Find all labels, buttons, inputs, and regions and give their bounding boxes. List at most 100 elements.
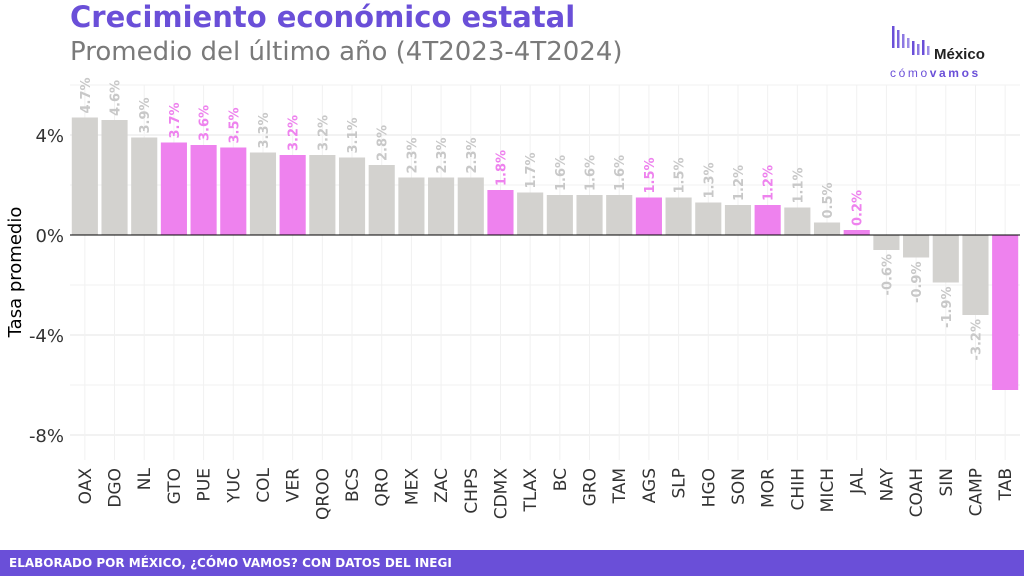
value-label: -3.2% — [969, 319, 984, 360]
value-label: 3.2% — [316, 115, 331, 151]
x-tick-label: BC — [551, 468, 571, 491]
value-label: 1.6% — [584, 155, 599, 191]
bar-gto — [160, 142, 187, 235]
value-label: 2.8% — [376, 125, 391, 161]
value-label: 4.7% — [79, 77, 94, 113]
value-label: 1.2% — [732, 165, 747, 201]
x-tick-label: ZAC — [432, 468, 452, 503]
value-label: -1.9% — [940, 287, 955, 328]
value-label: 3.6% — [198, 105, 213, 141]
x-tick-label: CHIH — [788, 468, 808, 510]
value-label: 1.2% — [762, 165, 777, 201]
y-tick-label: -8% — [29, 426, 64, 447]
bar-labels-group: 4.7% 4.6% 3.9% 3.7% 3.6% 3.5% 3.3% 3.2% 3.2% 3.1%… — [79, 77, 985, 360]
value-label: 1.8% — [494, 150, 509, 186]
bar-ags — [635, 197, 662, 235]
x-tick-label: NL — [135, 467, 155, 490]
bar-son — [724, 205, 752, 235]
logo-tag-bold: vamos — [929, 66, 981, 80]
bar-camp — [962, 235, 989, 315]
value-label: 3.3% — [257, 112, 272, 148]
x-tick-label: DGO — [106, 468, 126, 508]
bar-oax — [71, 117, 98, 235]
footer-bar: ELABORADO POR MÉXICO, ¿CÓMO VAMOS? CON D… — [0, 550, 1024, 576]
value-label: 1.1% — [791, 167, 806, 203]
bar-qro — [368, 165, 395, 235]
x-tick-label: PUE — [195, 468, 215, 501]
bar-gro — [576, 195, 603, 235]
bar-zac — [428, 177, 455, 235]
y-tick-label: 4% — [35, 126, 64, 147]
bar-tlax — [517, 192, 544, 235]
value-label: -0.6% — [880, 254, 895, 295]
bar-bc — [546, 195, 573, 235]
logo-bars-icon — [892, 26, 930, 55]
x-tick-label: GRO — [581, 468, 601, 506]
x-tick-label: COL — [254, 467, 274, 502]
x-tick-label: SIN — [937, 468, 957, 497]
value-label: 3.2% — [287, 115, 302, 151]
bar-coah — [903, 235, 930, 258]
bar-ver — [279, 155, 306, 235]
bar-nay — [873, 235, 900, 250]
bar-tab — [992, 235, 1019, 390]
value-label: 2.3% — [435, 137, 450, 173]
bar-dgo — [101, 120, 128, 235]
x-tick-label: SON — [729, 468, 749, 505]
logo-tag-light: cómo — [890, 66, 930, 80]
x-tick-label: AGS — [640, 468, 660, 503]
bar-jal — [843, 230, 870, 235]
x-tick-label: CDMX — [491, 468, 511, 520]
bar-nl — [131, 137, 158, 235]
value-label: 1.5% — [643, 157, 658, 193]
x-tick-label: QRO — [373, 468, 393, 507]
y-tick-label: 0% — [35, 226, 64, 247]
y-tick-label: -4% — [29, 326, 64, 347]
bar-tam — [606, 195, 633, 235]
x-tick-label: TAB — [996, 468, 1016, 501]
footer-source: ELABORADO POR MÉXICO, ¿CÓMO VAMOS? CON D… — [9, 556, 452, 570]
bar-sin — [932, 235, 959, 283]
brand-logo: México cómovamos — [888, 22, 1008, 84]
x-tick-label: YUC — [224, 468, 244, 504]
chart-subtitle: Promedio del último año (4T2023-4T2024) — [70, 37, 623, 67]
value-label: 2.3% — [465, 137, 480, 173]
x-tick-label: NAY — [877, 467, 897, 501]
bar-chih — [784, 207, 811, 235]
bar-qroo — [309, 155, 336, 235]
value-label: 3.1% — [346, 117, 361, 153]
y-tick-labels: 4% 0% -4% -8% — [29, 126, 64, 447]
value-label: 1.5% — [673, 157, 688, 193]
value-label: 3.9% — [138, 97, 153, 133]
value-label: 1.7% — [524, 152, 539, 188]
value-label: -0.9% — [910, 262, 925, 303]
bar-hgo — [695, 202, 722, 235]
x-tick-label: MOR — [759, 468, 779, 508]
x-tick-label: VER — [284, 468, 304, 502]
x-tick-label: BCS — [343, 468, 363, 502]
x-tick-label: OAX — [76, 468, 96, 505]
bar-mor — [754, 205, 781, 235]
bar-slp — [665, 197, 692, 235]
bar-bcs — [338, 157, 366, 235]
x-tick-label: JAL — [848, 467, 868, 494]
x-tick-labels: OAX DGO NL GTO PUE YUC COL VER QROO BCS QRO MEX ZAC C… — [76, 467, 1016, 520]
x-tick-label: QROO — [313, 468, 333, 520]
bar-yuc — [220, 147, 247, 235]
y-axis-label: Tasa promedio — [5, 207, 26, 339]
x-tick-label: MEX — [402, 468, 422, 505]
x-tick-label: GTO — [165, 468, 185, 504]
x-tick-label: TLAX — [521, 468, 541, 513]
value-label: 0.5% — [821, 182, 836, 218]
bar-chart: 4.7% 4.6% 3.9% 3.7% 3.6% 3.5% 3.3% 3.2% 3.2% 3.1%… — [5, 77, 1020, 520]
x-tick-label: SLP — [670, 468, 690, 499]
x-tick-label: COAH — [907, 468, 927, 517]
bar-chps — [457, 177, 484, 235]
bar-mich — [813, 222, 841, 235]
x-tick-label: CAMP — [966, 468, 986, 516]
x-tick-label: TAM — [610, 468, 630, 504]
value-label: 4.6% — [109, 80, 124, 116]
logo-name: México — [934, 46, 985, 63]
value-label: 3.7% — [168, 102, 183, 138]
value-label: 1.6% — [554, 155, 569, 191]
